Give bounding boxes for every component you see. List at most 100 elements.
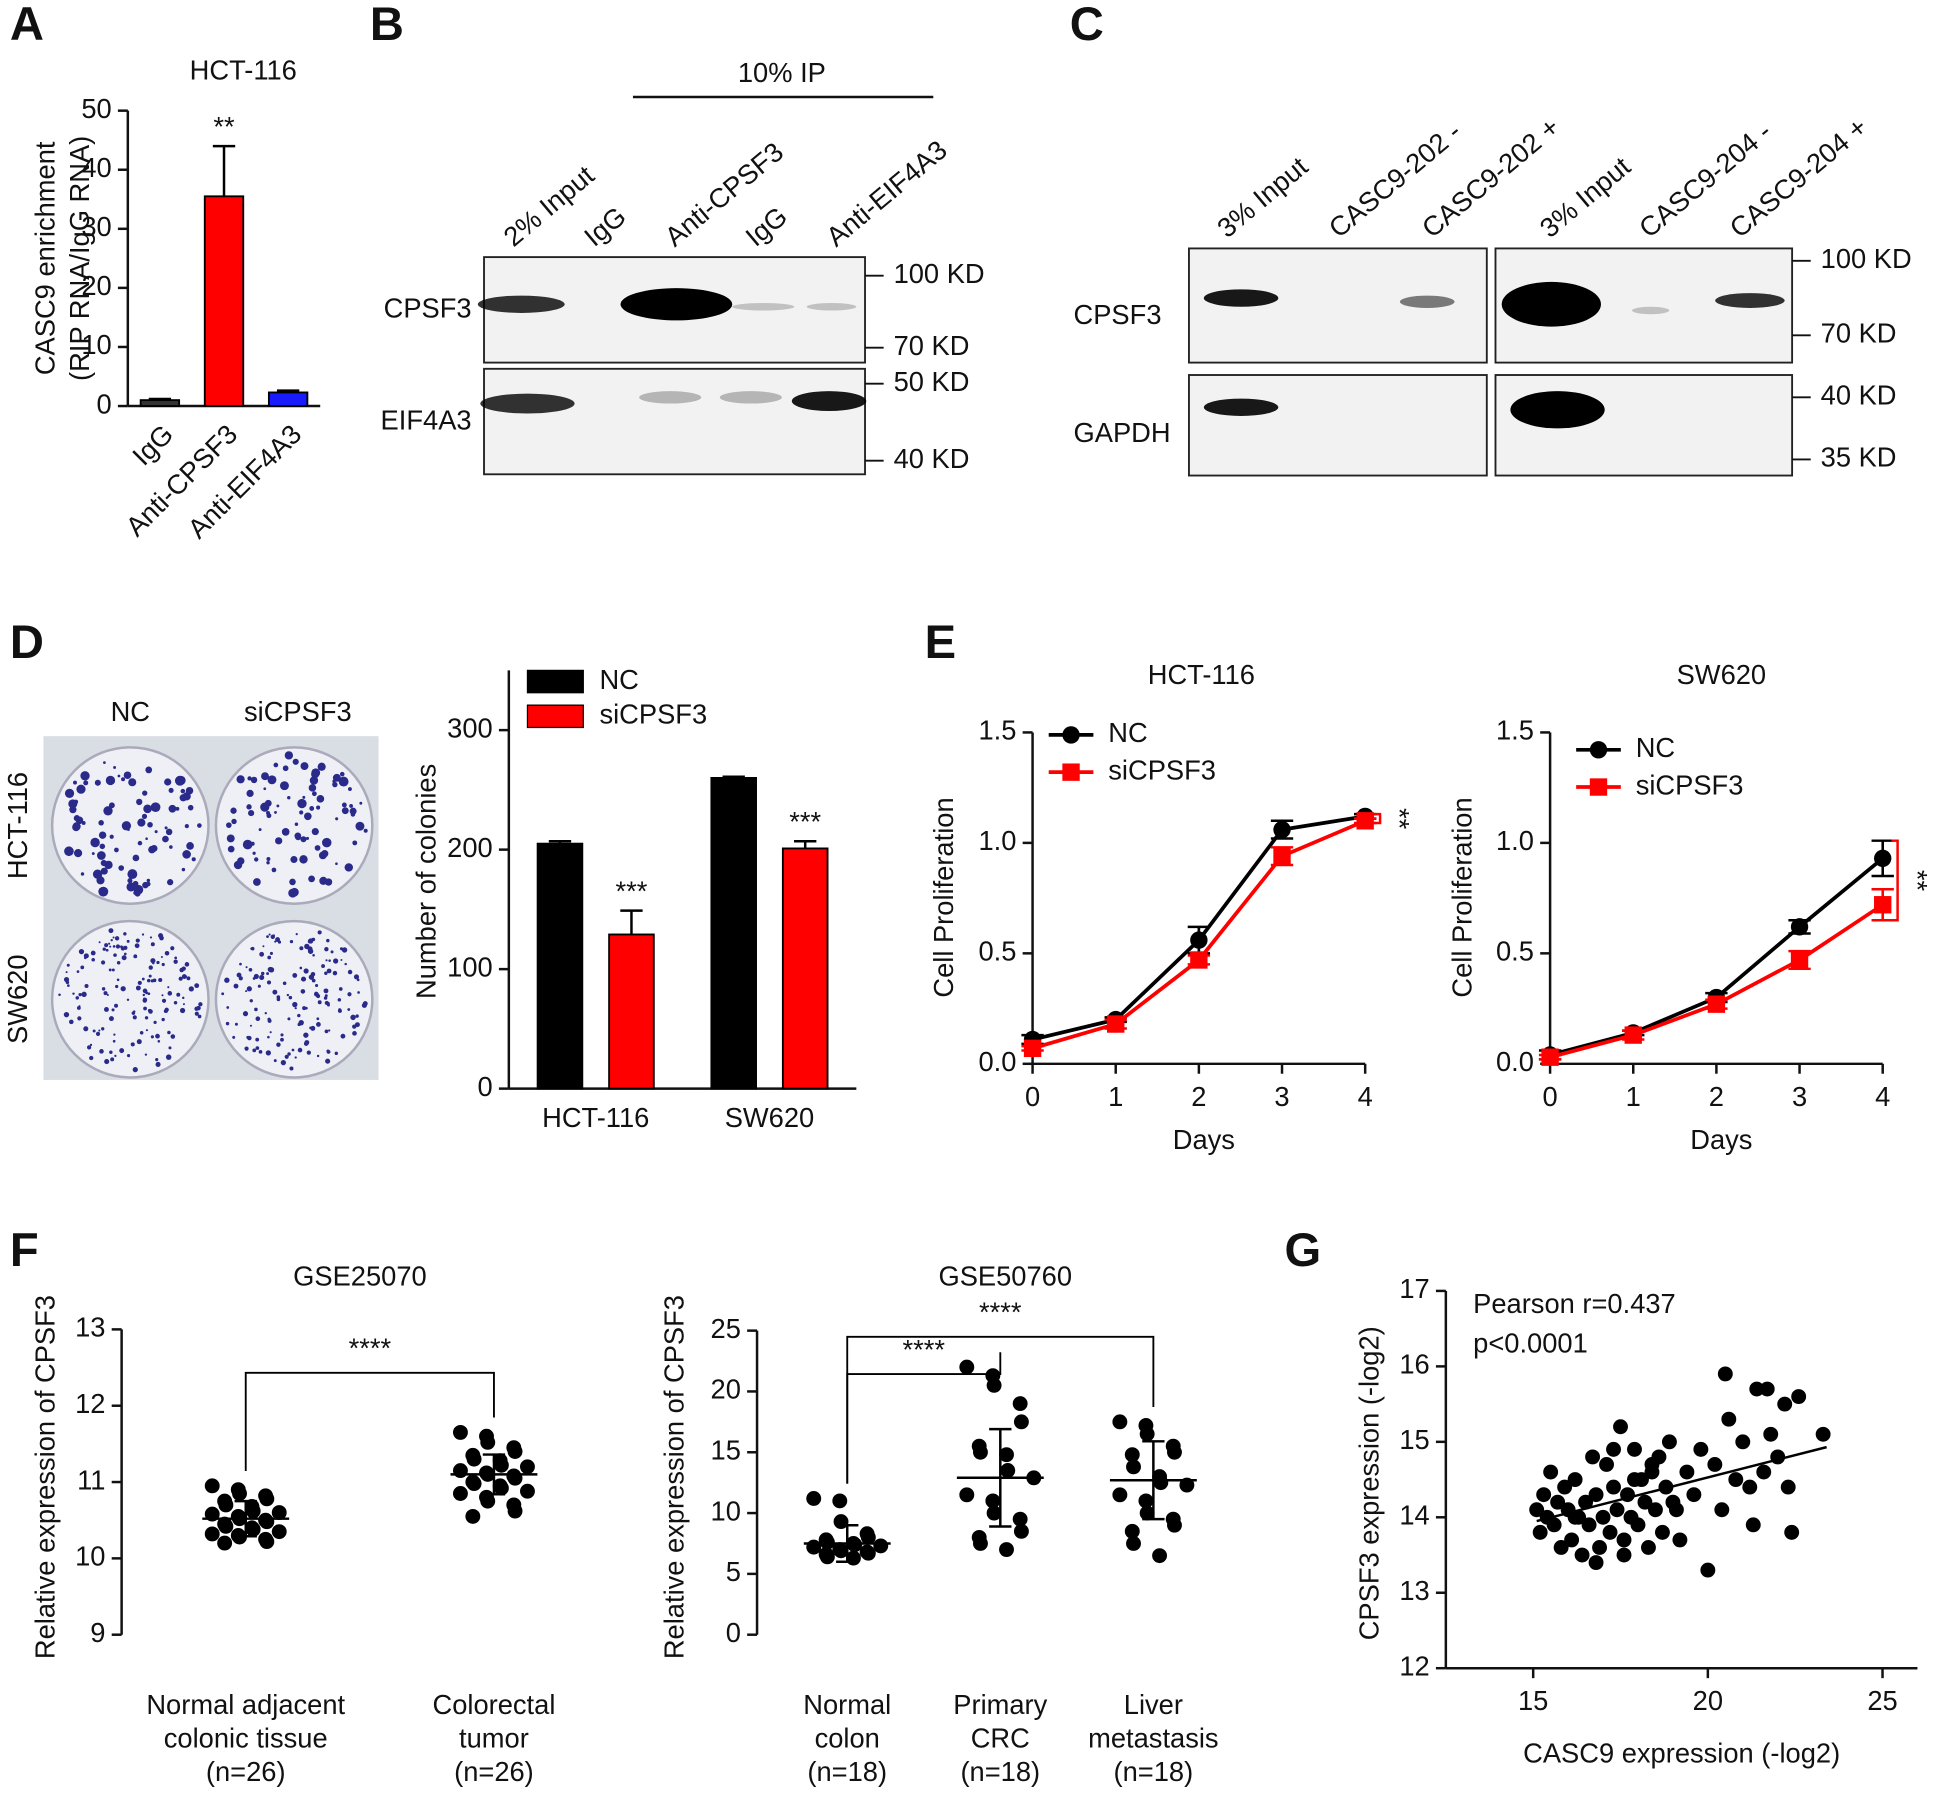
point (1013, 1414, 1029, 1430)
colony (176, 992, 181, 997)
colony (119, 1048, 125, 1054)
colony (105, 948, 109, 952)
blot-band (719, 391, 782, 404)
colony (104, 943, 109, 948)
point (1124, 1523, 1140, 1539)
blot-frame (1188, 374, 1488, 477)
colony (109, 834, 114, 839)
colony (145, 1029, 149, 1032)
x-tick-label: 15 (1518, 1685, 1548, 1716)
marker-label: 100 KD (894, 258, 985, 289)
colony (155, 1061, 161, 1067)
legend-marker (1589, 741, 1608, 759)
colony (123, 932, 127, 936)
colony (246, 804, 252, 810)
colony (276, 804, 280, 808)
colony (168, 787, 174, 793)
colony (341, 802, 347, 808)
colony (316, 1054, 320, 1058)
colony (108, 1016, 114, 1022)
colony (280, 781, 289, 791)
colony (130, 1042, 135, 1047)
x-tick-label: 0 (1025, 1081, 1040, 1112)
colony (260, 971, 265, 976)
blot-band (620, 288, 733, 321)
colony (98, 1029, 101, 1032)
colony (117, 774, 121, 778)
colony (113, 1033, 116, 1036)
comparison-label: **** (349, 1333, 392, 1364)
y-tick-label: 40 (81, 152, 111, 183)
colony (91, 852, 95, 856)
colony (184, 962, 190, 967)
colony (194, 983, 200, 989)
colony (164, 826, 168, 830)
point (1356, 812, 1374, 830)
group-label: Primary (953, 1689, 1047, 1720)
colony (164, 778, 172, 786)
colony (96, 851, 106, 860)
panel-letter: C (1070, 0, 1104, 50)
colony (259, 951, 265, 957)
colony (347, 1008, 351, 1011)
y-tick-label: 16 (1399, 1349, 1429, 1380)
y-tick-label: 12 (1399, 1650, 1429, 1681)
x-tick-label: IgG (126, 418, 179, 471)
panel-letter: F (10, 1223, 39, 1276)
colony (194, 1011, 199, 1016)
legend-label: NC (1636, 732, 1675, 763)
point (217, 1535, 233, 1551)
colony (126, 939, 130, 943)
blot-band (1510, 391, 1605, 429)
colony (197, 823, 202, 828)
colony (264, 799, 272, 807)
legend-marker (1589, 778, 1608, 796)
point (1126, 1459, 1141, 1475)
colony (289, 939, 294, 944)
colony (355, 1014, 359, 1018)
point (1668, 1502, 1684, 1518)
colony (89, 1055, 94, 1061)
colony (311, 937, 314, 940)
colony (103, 806, 113, 816)
legend-marker (1062, 763, 1080, 781)
plate (214, 919, 374, 1079)
y-tick-label: 0.5 (978, 936, 1016, 967)
bar (710, 777, 757, 1090)
colony (64, 846, 74, 857)
point (1546, 1517, 1562, 1533)
colony (143, 1006, 147, 1011)
colony (273, 1059, 277, 1063)
annotation: Pearson r=0.437 (1473, 1288, 1676, 1319)
y-axis-label: Number of colonies (410, 764, 441, 999)
colony (340, 958, 343, 961)
group-label: Normal (803, 1689, 891, 1720)
colony (270, 934, 275, 939)
colony (72, 823, 81, 832)
colony (158, 977, 163, 983)
point (1700, 1562, 1716, 1578)
y-axis-label: Relative expression of CPSF3 (29, 1295, 60, 1659)
colony (91, 957, 95, 962)
point (1613, 1419, 1628, 1435)
point (1749, 1381, 1765, 1397)
colony (309, 806, 315, 811)
colony (284, 1054, 289, 1059)
row-label: GAPDH (1074, 417, 1171, 448)
point (452, 1424, 468, 1440)
point (1273, 820, 1291, 839)
colony (115, 944, 121, 949)
marker-label: 100 KD (1821, 243, 1912, 274)
colony (182, 1003, 185, 1006)
colony (80, 872, 85, 876)
colony (317, 1000, 322, 1005)
lane-label: IgG (578, 200, 632, 252)
colony (282, 981, 287, 986)
colony (136, 1039, 142, 1045)
point (1190, 951, 1208, 969)
colony (120, 986, 126, 992)
x-tick-label: 2 (1191, 1081, 1206, 1112)
y-axis-label: Relative expression of CPSF3 (659, 1295, 690, 1659)
colony (276, 1042, 281, 1047)
x-tick-label: 1 (1108, 1081, 1123, 1112)
